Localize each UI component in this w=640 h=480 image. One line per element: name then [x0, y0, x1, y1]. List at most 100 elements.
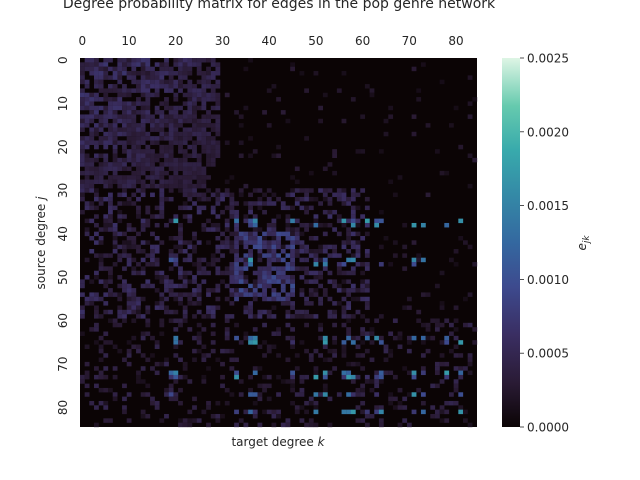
heatmap-cell [416, 387, 422, 393]
heatmap-cell [215, 418, 221, 423]
heatmap-cell [276, 144, 281, 150]
heatmap-cell [150, 253, 155, 258]
heatmap-cell [332, 353, 338, 358]
heatmap-cell [280, 257, 286, 263]
heatmap-cell [420, 392, 426, 397]
heatmap-cell [140, 283, 146, 289]
heatmap-cell [126, 392, 132, 397]
heatmap-cell [299, 222, 305, 228]
heatmap-cell [341, 218, 347, 224]
heatmap-cell [215, 92, 221, 98]
heatmap-cell [192, 348, 197, 354]
heatmap-cell [178, 84, 183, 89]
heatmap-cell [243, 235, 249, 241]
heatmap-cell [276, 240, 281, 245]
heatmap-cell [103, 183, 109, 189]
heatmap-cell [145, 97, 151, 102]
heatmap-cell [145, 392, 151, 397]
heatmap-cell [145, 283, 151, 289]
heatmap-cell [332, 149, 338, 154]
heatmap-cell [346, 227, 352, 232]
heatmap-cell [322, 166, 328, 172]
heatmap-cell [159, 196, 165, 202]
heatmap-cell [257, 392, 263, 397]
heatmap-cell [140, 140, 146, 145]
heatmap-cell [285, 418, 291, 423]
heatmap-cell [182, 279, 188, 284]
heatmap-cell [238, 275, 244, 280]
heatmap-cell [453, 305, 459, 310]
heatmap-cell [131, 157, 137, 163]
heatmap-cell [206, 422, 211, 428]
heatmap-cell [388, 396, 394, 402]
heatmap-cell [360, 188, 366, 193]
heatmap-cell [182, 418, 188, 423]
heatmap-cell [406, 422, 412, 428]
heatmap-cell [252, 235, 258, 241]
heatmap-cell [248, 257, 253, 263]
heatmap-cell [378, 379, 384, 384]
heatmap-cell [196, 266, 202, 271]
heatmap-cell [252, 392, 258, 397]
heatmap-cell [150, 79, 155, 85]
heatmap-cell [159, 179, 165, 185]
heatmap-cell [299, 240, 305, 245]
heatmap-cell [89, 58, 95, 63]
heatmap-cell [150, 353, 155, 358]
heatmap-cell [178, 79, 183, 85]
heatmap-cell [164, 222, 169, 228]
heatmap-cell [313, 374, 319, 380]
heatmap-cell [117, 183, 123, 189]
heatmap-cell [154, 262, 160, 267]
heatmap-cell [117, 79, 123, 85]
heatmap-cell [299, 405, 305, 410]
heatmap-cell [201, 127, 207, 132]
heatmap-cell [150, 262, 155, 267]
heatmap-cell [313, 392, 319, 397]
heatmap-cell [201, 140, 207, 145]
heatmap-cell [154, 105, 160, 111]
heatmap-cell [294, 249, 300, 254]
heatmap-cell [182, 118, 188, 124]
x-axis-ticks: 0 10 20 30 40 50 60 70 80 [78, 34, 463, 48]
heatmap-cell [374, 370, 380, 376]
heatmap-cell [206, 79, 211, 85]
heatmap-cell [229, 270, 235, 276]
heatmap-cell [201, 179, 207, 185]
heatmap-cell [112, 66, 118, 72]
heatmap-cell [350, 409, 356, 415]
heatmap-cell [136, 348, 141, 354]
heatmap-cell [206, 240, 211, 245]
heatmap-cell [164, 183, 169, 189]
heatmap-cell [378, 218, 384, 224]
heatmap-cell [150, 153, 155, 158]
heatmap-cell [355, 344, 361, 350]
heatmap-cell [140, 92, 146, 98]
heatmap-cell [364, 331, 370, 336]
heatmap-cell [196, 196, 202, 202]
heatmap-cell [164, 179, 169, 185]
heatmap-cell [248, 335, 253, 341]
heatmap-cell [252, 370, 258, 376]
heatmap-cell [434, 370, 440, 376]
heatmap-cell [84, 175, 90, 180]
x-axis-label: target degree k [231, 435, 325, 449]
heatmap-cell [178, 235, 183, 241]
heatmap-cell [126, 227, 132, 232]
heatmap-cell [299, 188, 305, 193]
heatmap-cell [112, 344, 118, 350]
heatmap-cell [103, 340, 109, 345]
heatmap-cell [318, 244, 324, 250]
heatmap-cell [294, 235, 300, 241]
heatmap-cell [271, 201, 277, 206]
heatmap-cell [178, 144, 183, 150]
heatmap-cell [322, 257, 328, 263]
heatmap-cell [98, 162, 104, 167]
heatmap-cell [126, 292, 132, 297]
heatmap-cell [136, 153, 141, 158]
heatmap-cell [112, 240, 118, 245]
heatmap-cell [201, 374, 207, 380]
heatmap-cell [322, 340, 328, 345]
heatmap-cell [444, 340, 450, 345]
heatmap-cell [238, 192, 244, 198]
